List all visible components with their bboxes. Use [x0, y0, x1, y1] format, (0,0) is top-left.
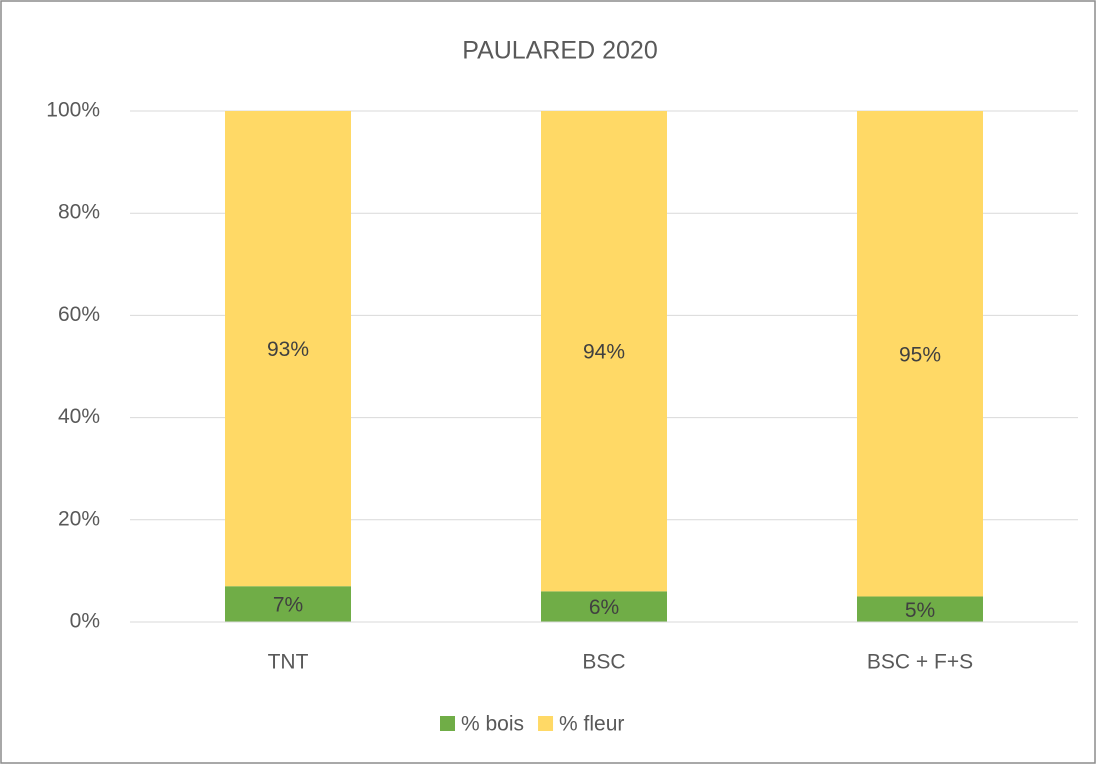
data-label: 95%: [899, 343, 941, 366]
legend-swatch: [538, 716, 554, 731]
bar-segment: [225, 586, 351, 622]
data-label: 94%: [583, 341, 625, 364]
y-tick-label: 80%: [58, 201, 100, 224]
x-tick-label: TNT: [268, 651, 309, 674]
legend-label: % fleur: [559, 713, 624, 736]
y-tick-label: 0%: [70, 610, 100, 633]
legend-swatch: [440, 716, 455, 731]
y-tick-label: 40%: [58, 405, 100, 428]
data-label: 93%: [267, 338, 309, 361]
x-tick-label: BSC + F+S: [867, 651, 973, 674]
y-tick-label: 60%: [58, 303, 100, 326]
bar-segment: [225, 111, 351, 587]
y-tick-label: 20%: [58, 507, 100, 530]
data-label: 6%: [589, 596, 619, 619]
data-label: 5%: [905, 599, 935, 622]
y-tick-label: 100%: [46, 99, 100, 122]
legend-label: % bois: [461, 713, 524, 736]
data-label: 7%: [273, 594, 303, 617]
bar-segment: [541, 591, 667, 622]
bar-segment: [857, 111, 983, 597]
x-tick-label: BSC: [582, 651, 625, 674]
bar-segment: [857, 596, 983, 622]
bar-segment: [541, 111, 667, 592]
chart-title: PAULARED 2020: [462, 37, 657, 65]
